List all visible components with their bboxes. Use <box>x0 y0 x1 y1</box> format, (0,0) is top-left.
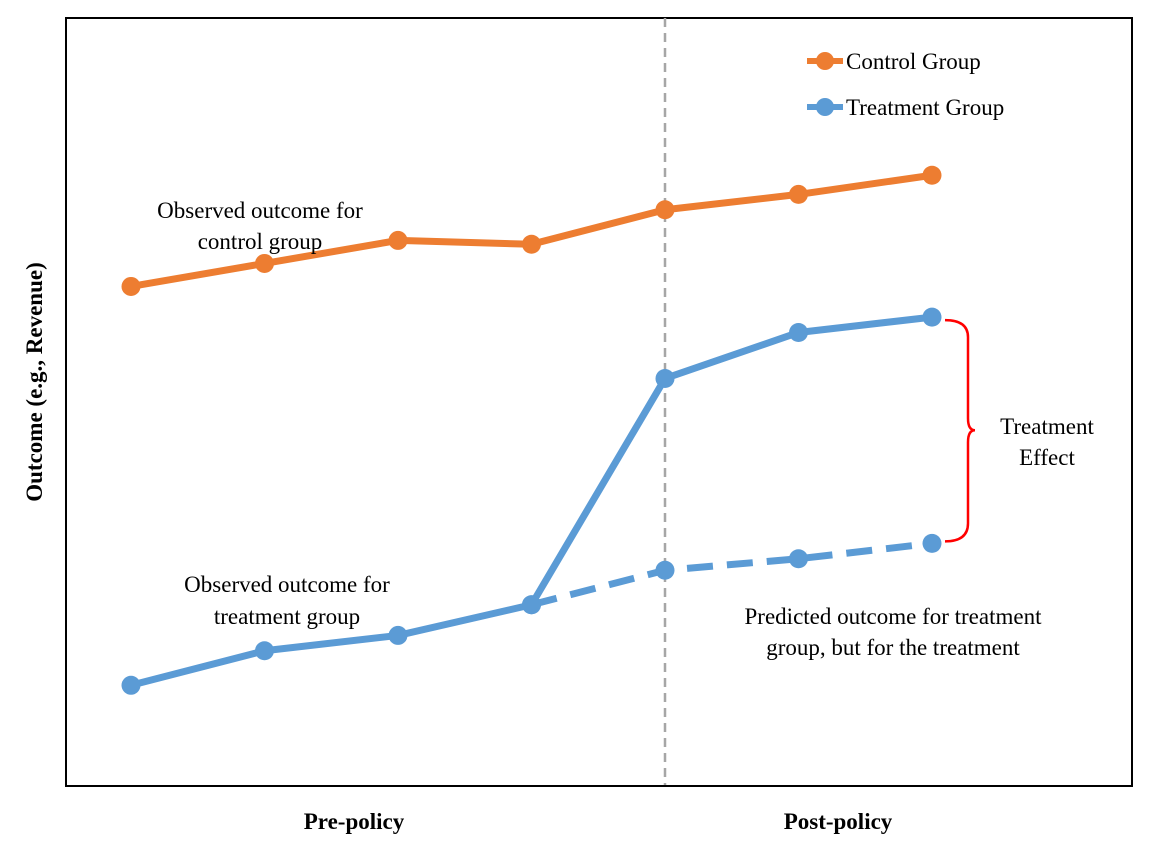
series-layer <box>121 165 942 695</box>
legend-treatment-label: Treatment Group <box>846 95 1004 120</box>
series-1-point-6 <box>922 307 942 327</box>
series-1-point-0 <box>121 675 141 695</box>
legend-treatment-swatch-marker <box>816 98 834 116</box>
series-2-point-1 <box>655 560 675 580</box>
series-0-point-6 <box>922 165 942 185</box>
series-1-line <box>130 313 933 689</box>
series-0-point-3 <box>522 234 541 254</box>
treatment-effect-bracket <box>944 318 976 543</box>
annotation-effect-line2: Effect <box>1019 445 1075 470</box>
series-1-point-1 <box>255 641 274 661</box>
annotation-control-line2: control group <box>198 229 323 254</box>
plot-area-border <box>65 17 1133 787</box>
series-1-point-5 <box>789 322 808 342</box>
annotation-control-line1: Observed outcome for <box>157 198 363 223</box>
annotation-predicted-line2: group, but for the treatment <box>766 635 1020 660</box>
series-1-point-2 <box>388 625 408 645</box>
series-2-point-2 <box>789 549 808 569</box>
series-0-point-4 <box>655 200 675 220</box>
annotation-treatment-line1: Observed outcome for <box>184 572 390 597</box>
series-1-point-3 <box>522 595 541 615</box>
annotation-effect-line1: Treatment <box>1000 414 1094 439</box>
series-2-point-3 <box>922 533 942 553</box>
series-0-point-2 <box>388 230 408 250</box>
annotation-predicted-line1: Predicted outcome for treatment <box>745 604 1043 629</box>
series-0-point-0 <box>121 276 141 296</box>
legend: Control Group Treatment Group <box>807 49 1004 120</box>
period-label-pre: Pre-policy <box>304 809 405 834</box>
series-2-line <box>530 539 933 609</box>
period-label-post: Post-policy <box>784 809 893 834</box>
y-axis-label: Outcome (e.g., Revenue) <box>22 262 47 502</box>
annotation-treatment-line2: treatment group <box>214 604 360 629</box>
legend-control-swatch-marker <box>816 52 834 70</box>
series-0-point-5 <box>789 184 808 204</box>
series-1-point-4 <box>655 368 675 388</box>
series-0-point-1 <box>255 253 274 273</box>
legend-control-label: Control Group <box>846 49 981 74</box>
